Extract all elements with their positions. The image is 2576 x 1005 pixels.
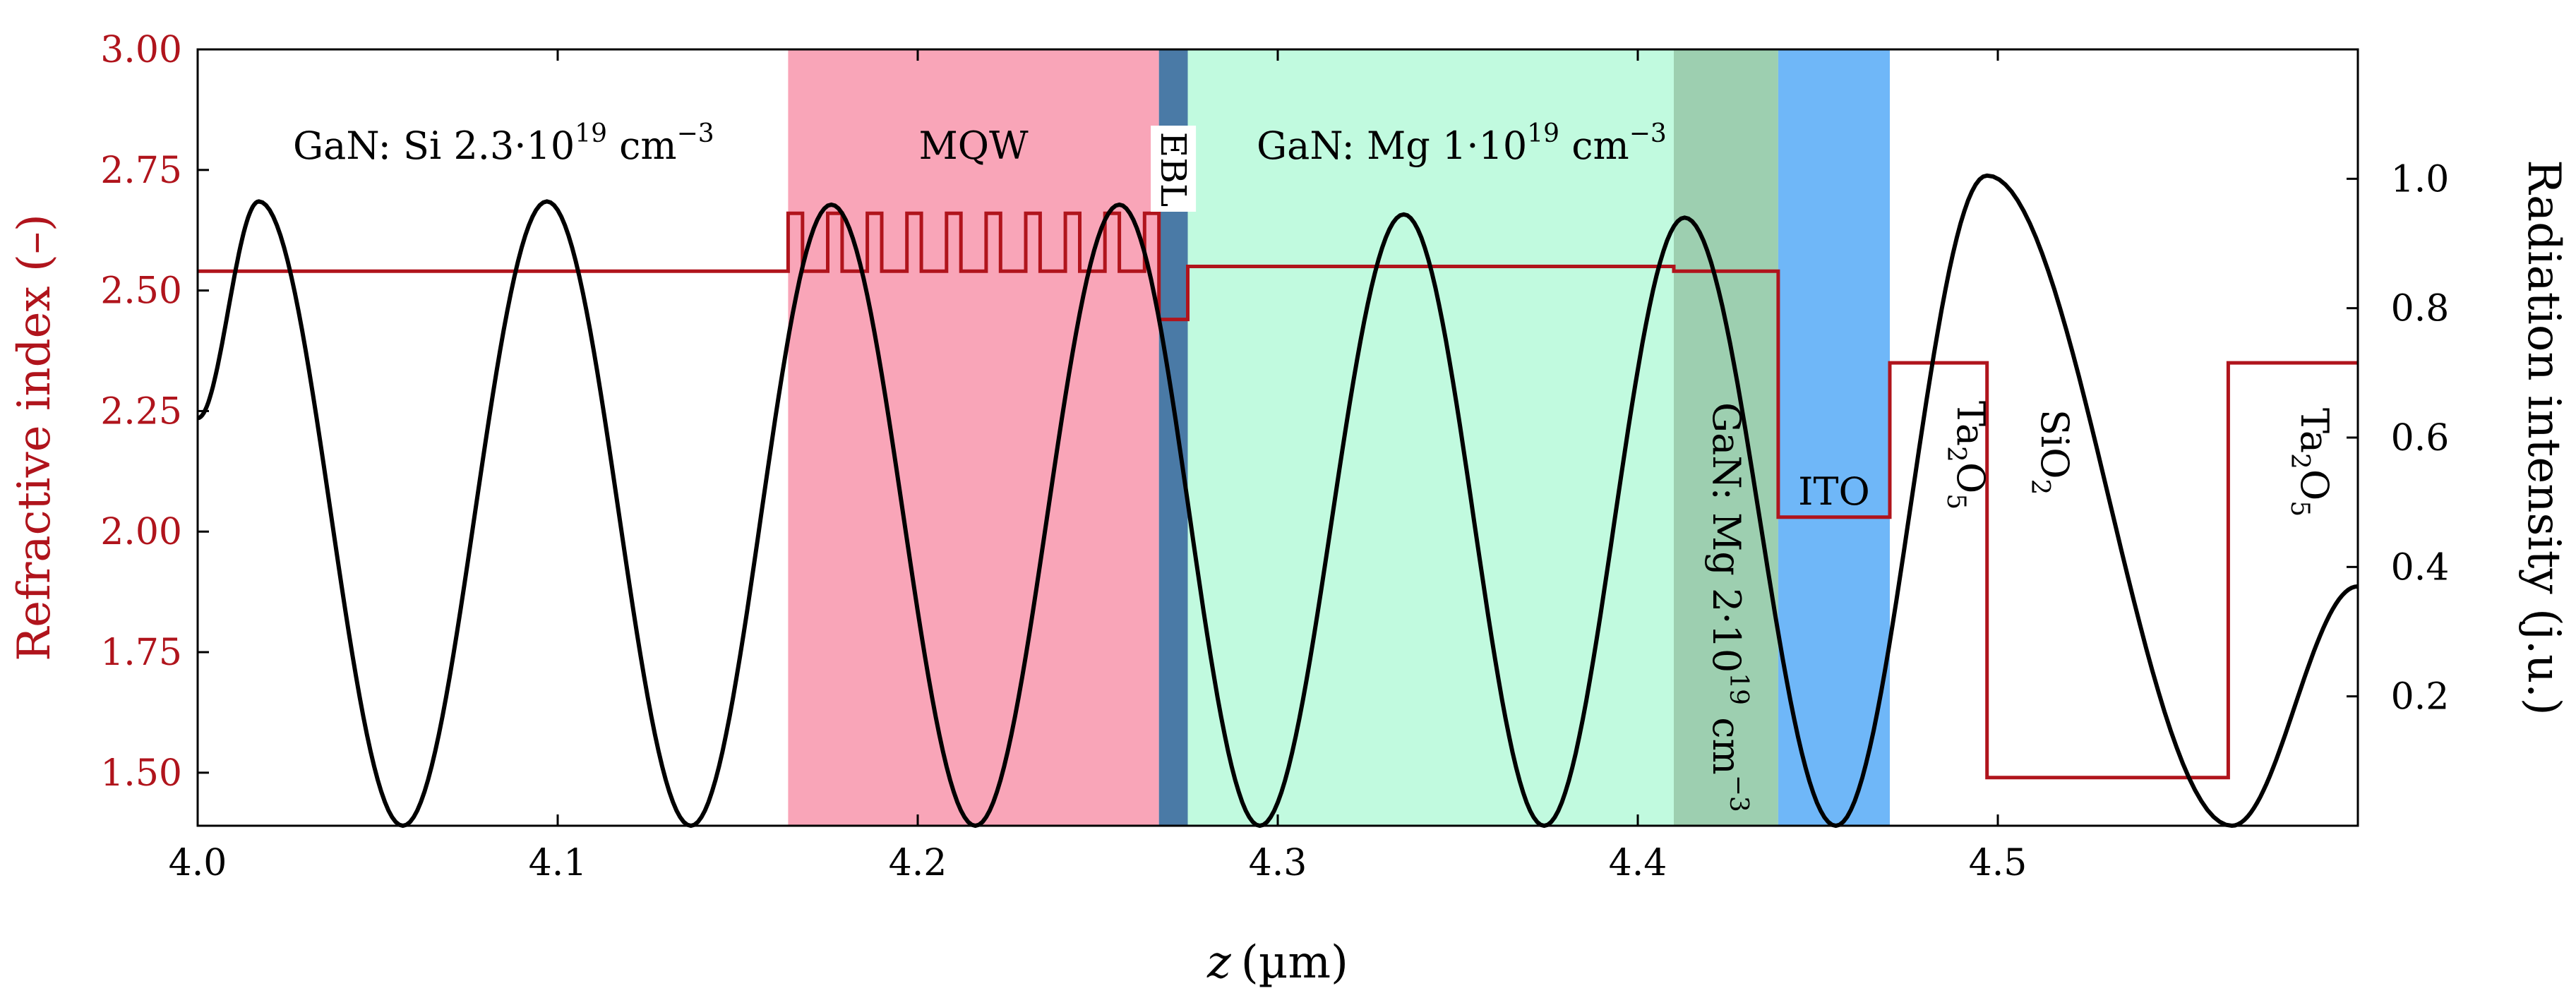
y-right-tick-label: 0.2 [2391,676,2450,718]
label-gan-si-main: GaN: Si 2.3·10 [293,124,575,168]
y-left-tick-label: 2.50 [100,270,182,313]
label-gan-mg2-exp: 19 [1724,673,1753,705]
y-axis-right-title: Radiation intensity (j.u.) [2517,160,2570,715]
x-axis-title: z (µm) [1206,937,1348,989]
plot-series [197,173,2359,829]
label-gan-mg1: GaN: Mg 1·1019 cm−3 [1257,119,1667,168]
region-ito [1778,49,1890,826]
y-left-tick-label: 3.00 [100,29,182,71]
label-gan-mg2-main: GaN: Mg 2·10 [1704,402,1749,673]
y-axis-left-title: Refractive index (–) [8,214,61,661]
y-left-tick-label: 2.75 [100,150,182,192]
label-gan-mg1-unit-exp: −3 [1629,119,1667,148]
y-right-tick-label: 0.8 [2391,288,2450,330]
label-sio2-a: SiO [2032,409,2077,479]
y-left-tick-label: 2.00 [100,511,182,553]
label-ta2o5-a-b: O [1948,462,1993,493]
label-ta2o5-a-a: Ta [1948,401,1993,446]
region-gan-mg-2e19 [1674,49,1778,826]
label-gan-mg2-unit: cm [1704,705,1749,775]
label-gan-si-exp: 19 [575,119,607,148]
label-ta2o5-a: Ta2O5 [1941,401,1993,510]
label-ta2o5-a-sub2: 5 [1941,493,1970,510]
label-ta2o5-b-b: O [2292,469,2337,500]
x-tick-label: 4.3 [1249,842,1307,884]
label-sio2-sub1: 2 [2025,479,2054,495]
label-sio2: SiO2 [2025,409,2077,495]
label-gan-mg2-unit-exp: −3 [1724,775,1753,812]
axis-titles: Refractive index (–) Radiation intensity… [8,160,2570,989]
y-right-tick-label: 0.4 [2391,546,2450,589]
y-left-tick-label: 1.75 [100,632,182,674]
region-gan-mg-1e19 [1187,49,1674,826]
series-radiation-intensity [197,173,2359,829]
label-gan-si-unit-exp: −3 [677,119,714,148]
label-gan-mg1-unit: cm [1559,124,1629,168]
region-mqw [788,49,1159,826]
plot-frame [196,48,2359,827]
y-right-tick-label: 1.0 [2391,158,2450,200]
label-gan-si: GaN: Si 2.3·1019 cm−3 [293,119,714,168]
tick-labels: 4.0 4.1 4.2 4.3 4.4 4.5 1.50 1.75 2.00 2.25 2.50 2.… [100,29,2449,884]
label-ta2o5-a-sub1: 2 [1941,446,1970,462]
label-gan-mg1-main: GaN: Mg 1·10 [1257,124,1527,168]
x-tick-label: 4.4 [1609,842,1667,884]
label-gan-si-unit: cm [607,124,677,168]
x-tick-label: 4.1 [529,842,587,884]
label-ta2o5-b-sub1: 2 [2285,453,2314,469]
x-tick-label: 4.0 [169,842,227,884]
y-left-tick-label: 1.50 [100,752,182,795]
y-left-tick-label: 2.25 [100,390,182,433]
label-gan-mg1-exp: 19 [1527,119,1559,148]
label-ebl-box [1151,126,1197,212]
label-mqw: MQW [919,124,1029,168]
label-ebl: EBL [1153,132,1194,207]
label-ta2o5-b-sub2: 5 [2285,500,2314,517]
x-tick-label: 4.2 [889,842,947,884]
x-axis-unit: (µm) [1241,937,1348,989]
x-axis-var: z [1206,937,1232,989]
label-ta2o5-b-a: Ta [2292,408,2337,453]
region-labels: GaN: Si 2.3·1019 cm−3 MQW EBL GaN: Mg 1·101… [293,119,2337,812]
label-ta2o5-b: Ta2O5 [2285,408,2337,517]
y-right-tick-label: 0.6 [2391,417,2450,459]
x-tick-label: 4.5 [1969,842,2027,884]
label-gan-mg2: GaN: Mg 2·1019 cm−3 [1704,402,1753,812]
label-ito: ITO [1798,469,1870,514]
